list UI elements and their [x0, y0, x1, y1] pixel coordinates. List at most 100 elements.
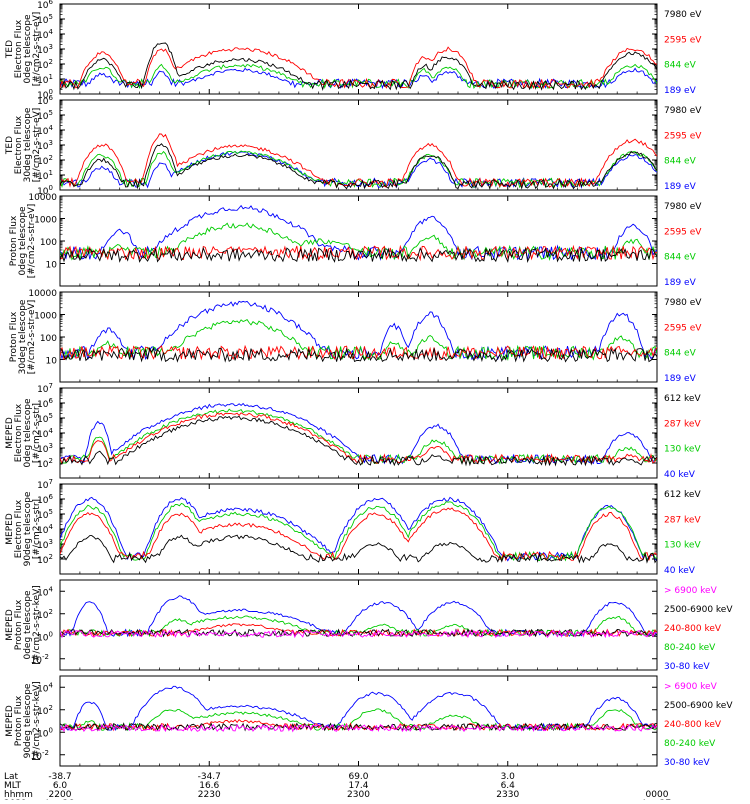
y-tick-label: 104 — [37, 124, 53, 137]
y-tick-label: 100 — [40, 334, 57, 344]
panel-frame — [59, 483, 658, 575]
legend-2595-ev: 2595 eV — [664, 131, 702, 141]
y-axis-label: Electron Flux — [14, 403, 24, 462]
time-axis-hhmm-label: 2330 — [496, 790, 519, 800]
series-line — [60, 708, 657, 732]
legend-2500-6900-kev: 2500-6900 keV — [664, 605, 733, 615]
y-tick-label: 106 — [37, 397, 53, 410]
panel-frame — [59, 675, 658, 767]
panel-1: 100 101 102 103 104 105 106 TED Electron Flux 0de… — [5, 0, 702, 101]
y-axis-label: 30deg telescope — [23, 107, 33, 182]
y-axis-label: 90deg telescope — [23, 491, 33, 566]
series-line — [60, 246, 657, 263]
legend-7980-ev: 7980 eV — [664, 10, 702, 20]
series-line — [60, 46, 657, 90]
y-axis-label: [#/cm2-s-str-eV] — [32, 108, 42, 183]
series-line — [60, 412, 657, 466]
y-tick-label: 10000 — [28, 289, 57, 299]
y-tick-label: 1000 — [34, 312, 57, 322]
legend-40-kev: 40 keV — [664, 566, 696, 576]
panel-frame — [59, 195, 658, 287]
y-tick-label: 106 — [37, 0, 53, 11]
panel-8: 10-2 100 102 104 MEPED Proton Flux 90deg teles… — [5, 675, 733, 768]
time-axis-lat-label: -34.7 — [198, 772, 221, 782]
y-axis-label: 0deg telescope — [23, 398, 33, 468]
y-tick-label: 105 — [37, 508, 53, 521]
y-tick-label: 102 — [37, 457, 53, 470]
y-axis-label: Proton Flux — [9, 311, 19, 362]
time-axis-mlt-label: 16.6 — [199, 781, 219, 791]
series-line — [60, 133, 657, 189]
y-axis-label: [#/cm2-s-str-eV] — [27, 300, 37, 375]
panel-3: 10 100 1000 10000 Proton Flux 0deg telescope[… — [9, 193, 702, 288]
panel-7: 10-2 100 102 104 MEPED Proton Flux 0deg telesc… — [5, 579, 733, 672]
y-tick-label: 10 — [46, 357, 58, 367]
y-axis-label: [#/cm2-s-str-keV] — [32, 585, 42, 664]
y-tick-label: 102 — [37, 58, 53, 71]
legend-189-ev: 189 eV — [664, 374, 697, 384]
time-axis-lat-label: 69.0 — [348, 772, 368, 782]
y-tick-label: 105 — [37, 13, 53, 26]
y-tick-label: 10000 — [28, 193, 57, 203]
time-axis-hhmm-label: 0000 — [646, 790, 669, 800]
legend-240-800-kev: 240-800 keV — [664, 624, 722, 634]
legend-240-800-kev: 240-800 keV — [664, 720, 722, 730]
series-line — [60, 722, 657, 732]
legend-2595-ev: 2595 eV — [664, 323, 702, 333]
legend-7980-ev: 7980 eV — [664, 106, 702, 116]
y-tick-label: 102 — [37, 608, 53, 621]
y-tick-label: 103 — [37, 43, 53, 56]
time-axis-row-label: hhmm — [4, 790, 33, 800]
y-axis-label: 0deg telescope — [18, 206, 28, 276]
time-axis-mlt-label: 17.4 — [348, 781, 368, 791]
legend-7980-ev: 7980 eV — [664, 298, 702, 308]
y-tick-label: 1000 — [34, 216, 57, 226]
time-axis-row-label: Lat — [4, 772, 19, 782]
panel-frame — [59, 387, 658, 479]
legend-40-kev: 40 keV — [664, 470, 696, 480]
y-tick-label: 104 — [37, 523, 53, 536]
legend-30-80-kev: 30-80 keV — [664, 758, 710, 768]
y-tick-label: 105 — [37, 109, 53, 122]
y-axis-label: Proton Flux — [9, 215, 19, 266]
legend-130-kev: 130 keV — [664, 541, 701, 551]
series-line — [60, 150, 657, 189]
y-tick-label: 100 — [37, 630, 53, 643]
y-tick-label: 106 — [37, 493, 53, 506]
legend-30-80-kev: 30-80 keV — [664, 662, 710, 672]
y-tick-label: 102 — [37, 154, 53, 167]
legend-612-kev: 612 keV — [664, 394, 701, 404]
legend-844-ev: 844 eV — [664, 349, 697, 359]
y-tick-label: 104 — [37, 28, 53, 41]
series-line — [60, 347, 657, 363]
y-axis-label: Proton Flux — [14, 599, 24, 650]
panel-frame — [59, 291, 658, 383]
y-axis-label: MEPED — [5, 417, 15, 449]
y-axis-label: MEPED — [5, 609, 15, 641]
panel-5: 102 103 104 105 106 107 MEPED Electron Flux 0deg… — [5, 382, 701, 480]
time-axis-mlt-label: 6.4 — [501, 781, 516, 791]
y-tick-label: 107 — [37, 382, 53, 395]
y-tick-label: 101 — [37, 73, 53, 86]
y-tick-label: 10 — [46, 261, 58, 271]
series-line — [60, 723, 657, 733]
time-axis-hhmm-label: 2300 — [347, 790, 370, 800]
series-line — [60, 629, 657, 639]
y-axis-label: Electron Flux — [14, 499, 24, 558]
y-axis-label: 0deg telescope — [23, 14, 33, 84]
y-tick-label: 103 — [37, 442, 53, 455]
legend-80-240-kev: 80-240 keV — [664, 739, 716, 749]
legend--6900-kev: > 6900 keV — [664, 586, 718, 596]
series-line — [60, 42, 657, 92]
y-tick-label: 104 — [37, 427, 53, 440]
y-tick-label: 102 — [37, 704, 53, 717]
y-tick-label: 106 — [37, 94, 53, 107]
panel-4: 10 100 1000 10000 Proton Flux 30deg telescope… — [9, 289, 702, 384]
legend-189-ev: 189 eV — [664, 86, 697, 96]
panel-2: 100 101 102 103 104 105 106 TED Electron Flux 30d… — [5, 94, 702, 197]
y-tick-label: 100 — [40, 238, 57, 248]
time-axis-row-label: MLT — [4, 781, 22, 791]
y-tick-label: 105 — [37, 412, 53, 425]
y-axis-label: [#/cm2-s-str] — [32, 403, 42, 463]
